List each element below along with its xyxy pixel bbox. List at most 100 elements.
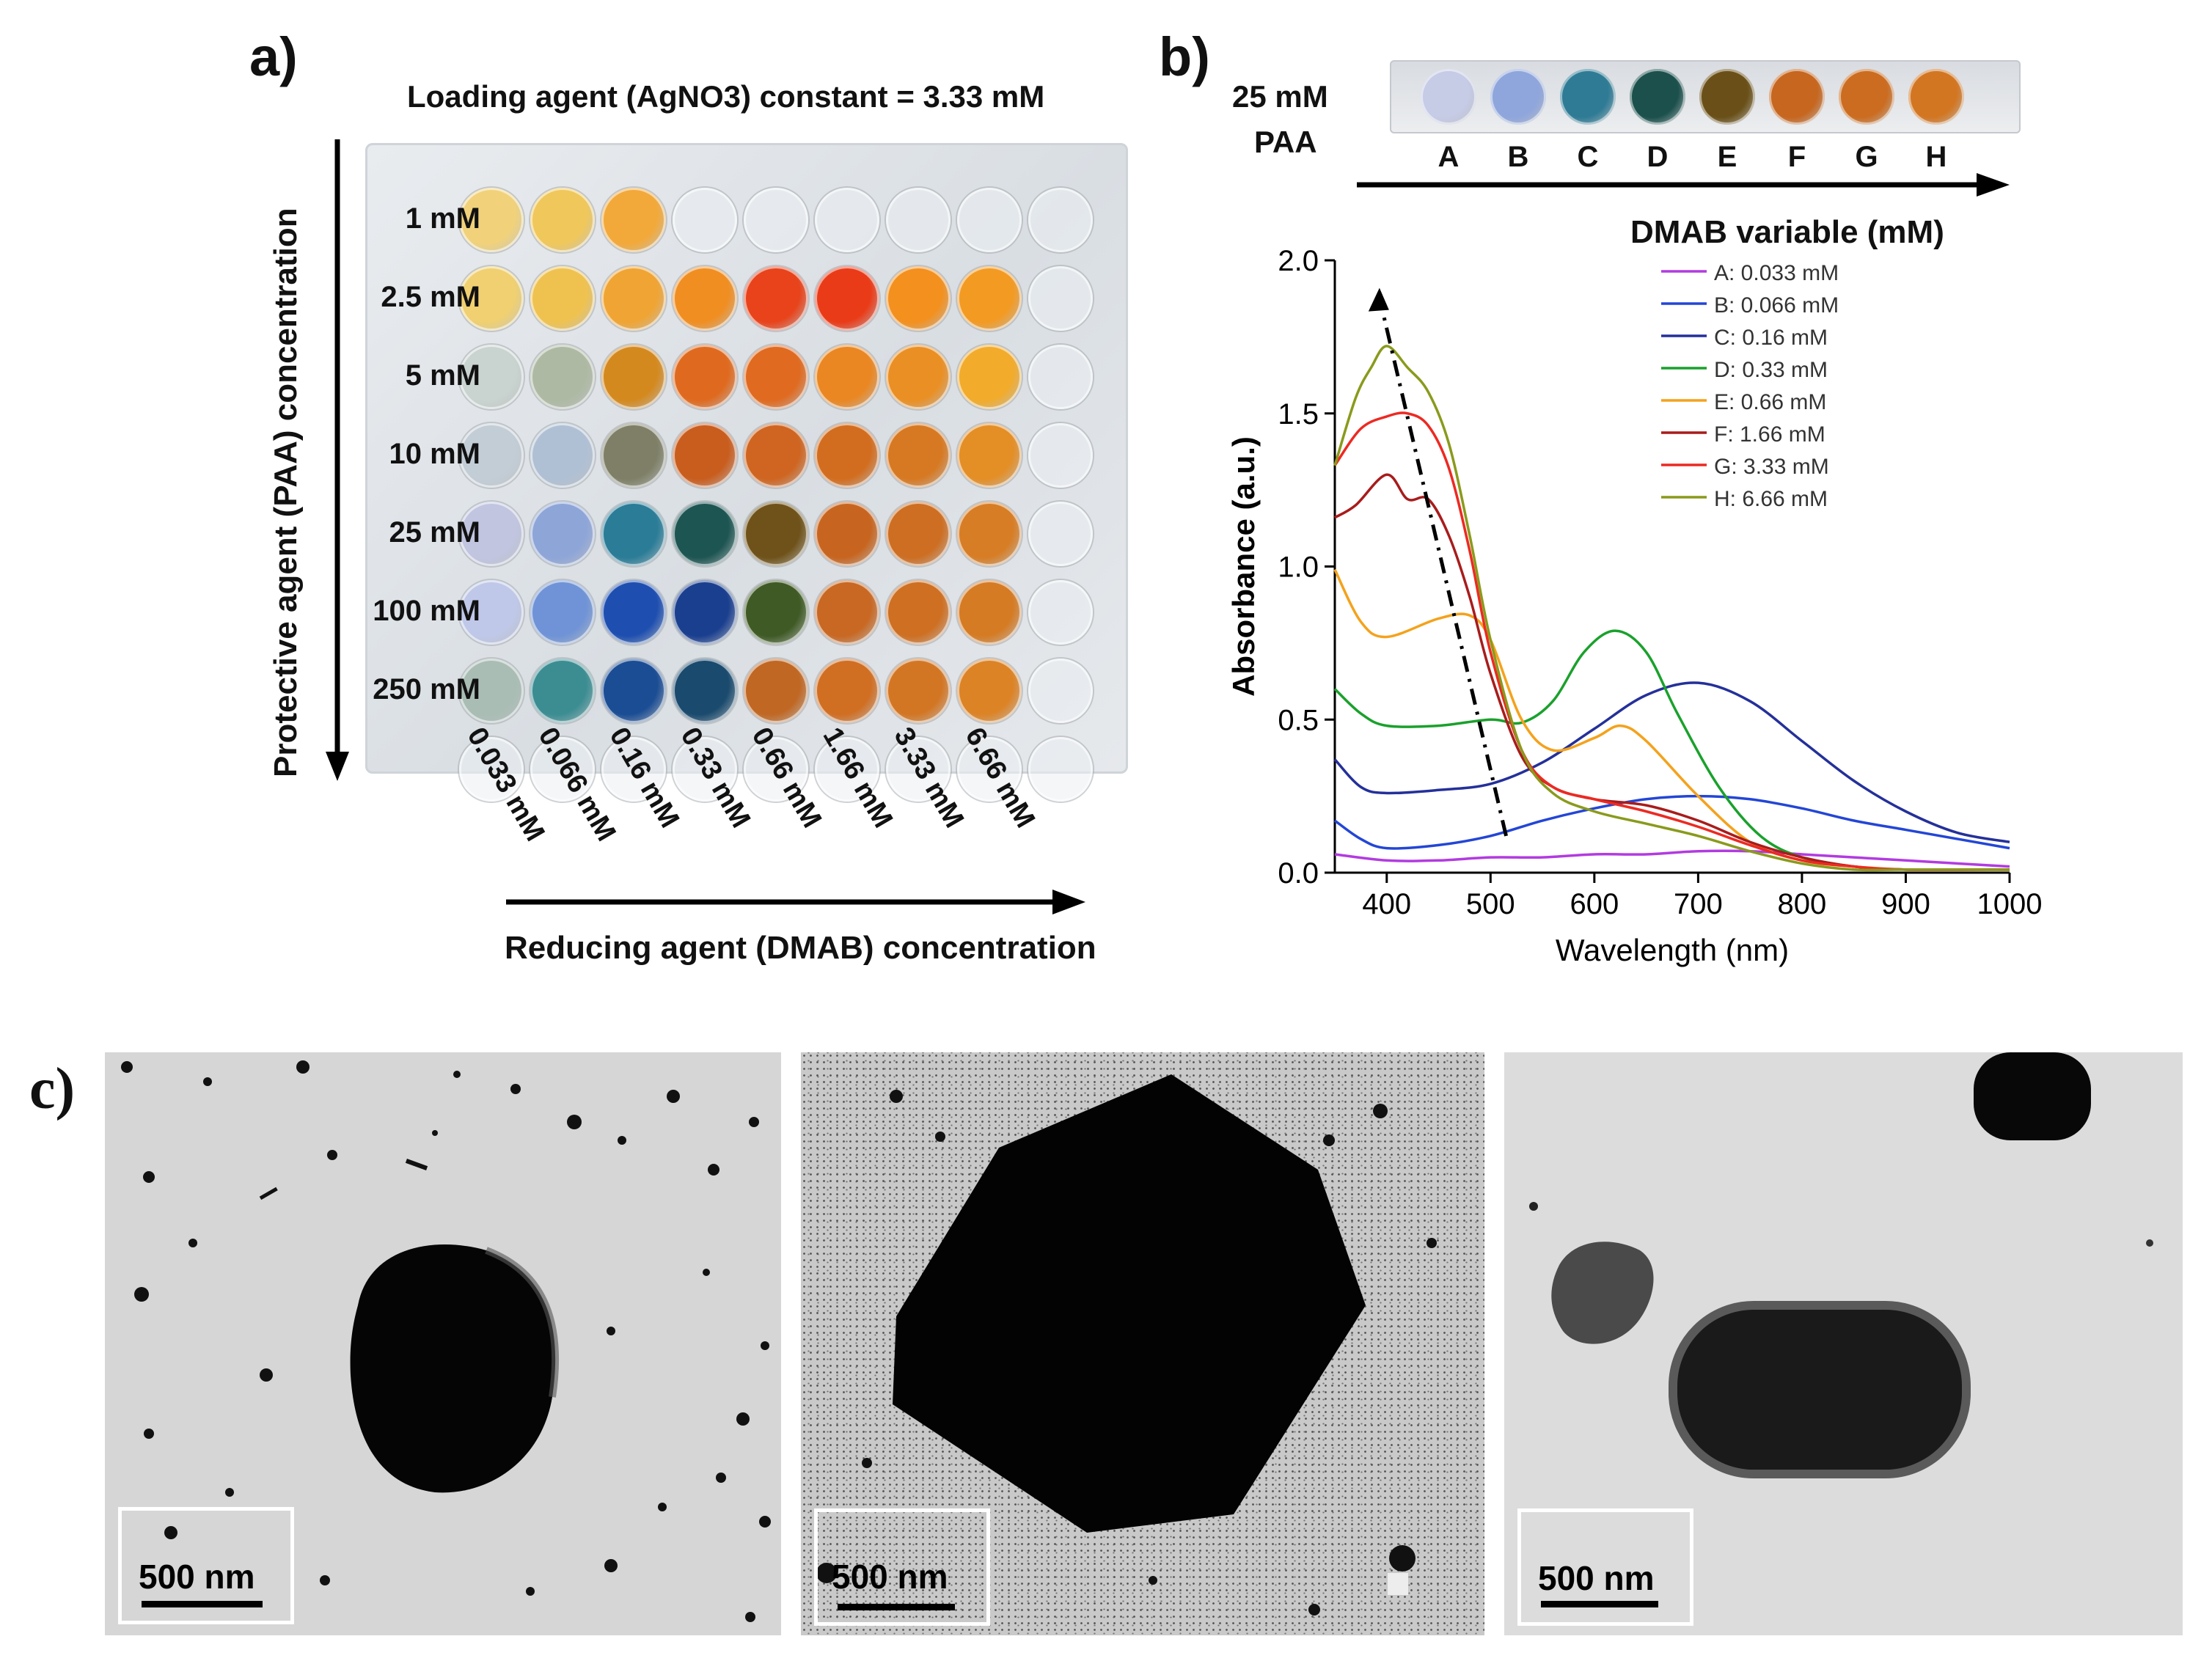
x-tick-label: 400 (1362, 888, 1411, 920)
legend-entry: E: 0.66 mM (1714, 390, 1826, 414)
well (530, 659, 595, 723)
series-line (1333, 411, 2010, 871)
well (673, 737, 737, 802)
well (886, 266, 951, 331)
strip-letter: A (1438, 141, 1460, 173)
scalebar-frame-3 (1517, 1508, 1693, 1626)
well (886, 423, 951, 488)
series-line (1334, 849, 2010, 868)
cuvette-strip (1390, 60, 2021, 133)
strip-arrow (1357, 173, 2010, 197)
well (459, 580, 524, 645)
strip-letter: D (1647, 141, 1669, 173)
strip-letter: H (1925, 141, 1947, 173)
cuvette (1769, 69, 1825, 125)
cuvette (1699, 69, 1755, 125)
well (815, 580, 879, 645)
well (744, 423, 808, 488)
row-label: 10 mM (389, 438, 481, 470)
y-tick-label: 0.0 (1278, 857, 1319, 890)
well (744, 737, 808, 802)
cuvette (1908, 69, 1964, 125)
scalebar-label-3: 500 nm (1538, 1559, 1655, 1597)
well (601, 580, 666, 645)
well (957, 659, 1022, 723)
series-line (1333, 629, 2010, 871)
x-tick-label: 700 (1674, 888, 1723, 920)
series-line (1333, 345, 2010, 872)
row-label: 5 mM (405, 359, 480, 392)
row-label: 250 mM (373, 673, 480, 705)
tem-image-hexagon: 500 nm (801, 1052, 1484, 1635)
well (815, 266, 879, 331)
y-tick-label: 0.5 (1278, 704, 1319, 736)
legend-entry: F: 1.66 mM (1714, 422, 1825, 447)
well (886, 188, 951, 252)
well (1028, 737, 1093, 802)
well (886, 345, 951, 409)
well (601, 737, 666, 802)
well (744, 188, 808, 252)
well (459, 188, 524, 252)
well (886, 580, 951, 645)
panel-a-x-axis-label: Reducing agent (DMAB) concentration (505, 930, 1096, 966)
row-label: 25 mM (389, 516, 481, 549)
well (530, 580, 595, 645)
cuvette (1839, 69, 1894, 125)
legend-entry: C: 0.16 mM (1714, 326, 1828, 350)
well (530, 502, 595, 566)
row-label: 100 mM (373, 595, 480, 627)
strip-letter: C (1577, 141, 1599, 173)
row-label: 2.5 mM (381, 281, 480, 313)
legend-entry: A: 0.033 mM (1714, 261, 1839, 285)
well (530, 345, 595, 409)
well (815, 737, 879, 802)
panel-a-y-axis-label: Protective agent (PAA) concentration (268, 208, 304, 777)
x-tick-label: 500 (1466, 888, 1515, 920)
scalebar-frame-1 (118, 1507, 294, 1624)
cuvette (1560, 69, 1616, 125)
series-line (1333, 568, 2010, 871)
legend-title: DMAB variable (mM) (1630, 214, 1944, 250)
well (1028, 188, 1093, 252)
well (1028, 659, 1093, 723)
well (957, 345, 1022, 409)
y-arrow (326, 139, 349, 781)
trend-arrow-head (1368, 287, 1389, 312)
well (601, 659, 666, 723)
y-tick-label: 1.0 (1278, 551, 1319, 584)
cuvette (1490, 69, 1546, 125)
well (530, 423, 595, 488)
scalebar-3 (1541, 1601, 1658, 1607)
absorbance-chart: 0.0 0.5 1.0 1.5 2.0 400 500 600 700 800 900 1000 Wav… (1226, 245, 2043, 967)
well (1028, 502, 1093, 566)
cuvette (1421, 69, 1476, 125)
x-tick-label: 900 (1881, 888, 1930, 920)
well (673, 345, 737, 409)
panel-a-title: Loading agent (AgNO3) constant = 3.33 mM (407, 79, 1045, 114)
y-axis-label: Absorbance (a.u.) (1226, 436, 1261, 697)
strip-letter: G (1855, 141, 1878, 173)
well (886, 737, 951, 802)
well (744, 266, 808, 331)
well (673, 423, 737, 488)
well-plate (365, 143, 1128, 802)
trend-arrow-line (1382, 315, 1508, 837)
well (815, 502, 879, 566)
legend-entry: H: 6.66 mM (1714, 487, 1828, 511)
legend-entry: G: 3.33 mM (1714, 455, 1829, 479)
well (744, 502, 808, 566)
well (1028, 266, 1093, 331)
series-line (1333, 794, 2010, 850)
x-tick-label: 1000 (1977, 888, 2043, 920)
legend-entry: D: 0.33 mM (1714, 358, 1828, 382)
strip-letter: B (1507, 141, 1529, 173)
row-label: 1 mM (405, 202, 480, 235)
well (1028, 423, 1093, 488)
y-tick-label: 2.0 (1278, 245, 1319, 277)
well (673, 266, 737, 331)
x-tick-label: 800 (1778, 888, 1827, 920)
panel-a-letter: a) (249, 26, 298, 87)
well (815, 659, 879, 723)
tem-image-round: 500 nm (105, 1052, 781, 1635)
